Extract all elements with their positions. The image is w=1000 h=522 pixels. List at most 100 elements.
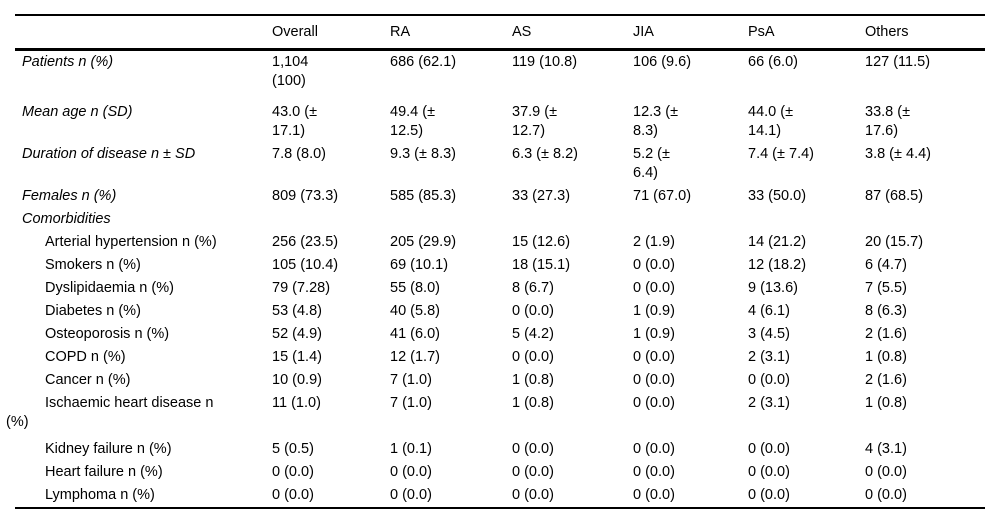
data-cell: 7 (1.0) bbox=[390, 372, 432, 388]
data-cell: 4 (6.1) bbox=[748, 303, 790, 319]
row-label: Heart failure n (%) bbox=[45, 464, 163, 480]
column-header-others: Others bbox=[865, 24, 909, 40]
data-cell: 686 (62.1) bbox=[390, 54, 457, 70]
data-cell: 53 (4.8) bbox=[272, 303, 322, 319]
row-label: Dyslipidaemia n (%) bbox=[45, 280, 174, 296]
data-cell: 205 (29.9) bbox=[390, 234, 457, 250]
column-header-overall: Overall bbox=[272, 24, 318, 40]
column-header-jia: JIA bbox=[633, 24, 654, 40]
table-row: Arterial hypertension n (%) 256 (23.5) 2… bbox=[15, 231, 985, 254]
data-cell: 119 (10.8) bbox=[512, 54, 578, 70]
data-cell: 0 (0.0) bbox=[633, 487, 675, 503]
row-label: Diabetes n (%) bbox=[45, 303, 141, 319]
row-label: Ischaemic heart disease n (%) bbox=[6, 395, 214, 430]
table-row: Diabetes n (%) 53 (4.8) 40 (5.8) 0 (0.0)… bbox=[15, 300, 985, 323]
table-row: Duration of disease n ± SD 7.8 (8.0) 9.3… bbox=[15, 143, 985, 185]
data-cell: 0 (0.0) bbox=[390, 487, 432, 503]
data-cell: 9.3 (± 8.3) bbox=[390, 146, 456, 162]
data-cell: 20 (15.7) bbox=[865, 234, 924, 250]
data-cell: 7 (1.0) bbox=[390, 395, 432, 411]
table-row: Females n (%) 809 (73.3) 585 (85.3) 33 (… bbox=[15, 185, 985, 208]
data-cell: 2 (1.9) bbox=[633, 234, 675, 250]
row-label: Cancer n (%) bbox=[45, 372, 131, 388]
data-cell: 0 (0.0) bbox=[272, 464, 314, 480]
data-cell: 1,104 (100) bbox=[272, 54, 309, 89]
data-cell: 15 (1.4) bbox=[272, 349, 322, 365]
data-cell: 52 (4.9) bbox=[272, 326, 322, 342]
data-cell: 10 (0.9) bbox=[272, 372, 322, 388]
data-cell: 0 (0.0) bbox=[512, 464, 554, 480]
data-cell: 0 (0.0) bbox=[390, 464, 432, 480]
row-label: Females n (%) bbox=[22, 188, 117, 204]
data-cell: 0 (0.0) bbox=[748, 441, 790, 457]
data-cell: 44.0 (± 14.1) bbox=[748, 104, 794, 139]
data-cell: 0 (0.0) bbox=[748, 464, 790, 480]
data-cell: 6 (4.7) bbox=[865, 257, 907, 273]
row-label: Kidney failure n (%) bbox=[45, 441, 172, 457]
data-cell: 18 (15.1) bbox=[512, 257, 571, 273]
data-cell: 0 (0.0) bbox=[633, 257, 675, 273]
data-cell: 0 (0.0) bbox=[865, 464, 907, 480]
row-label: Comorbidities bbox=[22, 211, 111, 227]
table-row: Dyslipidaemia n (%) 79 (7.28) 55 (8.0) 8… bbox=[15, 277, 985, 300]
data-cell: 7.8 (8.0) bbox=[272, 146, 326, 162]
data-cell: 8 (6.7) bbox=[512, 280, 554, 296]
data-cell: 2 (1.6) bbox=[865, 372, 907, 388]
data-cell: 1 (0.1) bbox=[390, 441, 432, 457]
data-cell: 79 (7.28) bbox=[272, 280, 331, 296]
data-cell: 9 (13.6) bbox=[748, 280, 798, 296]
data-cell: 2 (1.6) bbox=[865, 326, 907, 342]
data-cell: 15 (12.6) bbox=[512, 234, 571, 250]
data-cell: 0 (0.0) bbox=[633, 280, 675, 296]
data-cell: 4 (3.1) bbox=[865, 441, 907, 457]
column-header-psa: PsA bbox=[748, 24, 775, 40]
data-cell: 8 (6.3) bbox=[865, 303, 907, 319]
table-body: Patients n (%) 1,104 (100) 686 (62.1) 11… bbox=[6, 51, 985, 509]
row-label: Patients n (%) bbox=[22, 54, 114, 70]
table-row: Heart failure n (%) 0 (0.0) 0 (0.0) 0 (0… bbox=[15, 461, 985, 484]
data-cell: 2 (3.1) bbox=[748, 395, 790, 411]
data-cell: 41 (6.0) bbox=[390, 326, 440, 342]
row-label: COPD n (%) bbox=[45, 349, 126, 365]
row-label: Lymphoma n (%) bbox=[45, 487, 155, 503]
table-row: Cancer n (%) 10 (0.9) 7 (1.0) 1 (0.8) 0 … bbox=[15, 369, 985, 392]
table-row: Mean age n (SD) 43.0 (± 17.1) 49.4 (± 12… bbox=[15, 101, 985, 143]
data-cell: 1 (0.8) bbox=[512, 372, 554, 388]
data-cell: 0 (0.0) bbox=[748, 372, 790, 388]
data-cell: 1 (0.9) bbox=[633, 326, 675, 342]
table-row: COPD n (%) 15 (1.4) 12 (1.7) 0 (0.0) 0 (… bbox=[15, 346, 985, 369]
data-cell: 127 (11.5) bbox=[865, 54, 931, 70]
data-cell: 3.8 (± 4.4) bbox=[865, 146, 931, 162]
table-row: Comorbidities bbox=[15, 208, 985, 231]
data-cell: 5 (0.5) bbox=[272, 441, 314, 457]
data-cell: 87 (68.5) bbox=[865, 188, 924, 204]
column-header-as: AS bbox=[512, 24, 532, 40]
table-header-row: Overall RA AS JIA PsA Others bbox=[15, 16, 985, 51]
data-cell: 69 (10.1) bbox=[390, 257, 449, 273]
data-cell: 33 (50.0) bbox=[748, 188, 807, 204]
data-cell: 1 (0.8) bbox=[865, 395, 907, 411]
row-label: Duration of disease n ± SD bbox=[22, 146, 196, 162]
patient-characteristics-table: Overall RA AS JIA PsA Others Patients n … bbox=[6, 14, 985, 509]
data-cell: 256 (23.5) bbox=[272, 234, 339, 250]
data-cell: 3 (4.5) bbox=[748, 326, 790, 342]
data-cell: 0 (0.0) bbox=[633, 464, 675, 480]
data-cell: 0 (0.0) bbox=[512, 303, 554, 319]
row-label: Arterial hypertension n (%) bbox=[45, 234, 217, 250]
data-cell: 55 (8.0) bbox=[390, 280, 440, 296]
data-cell: 37.9 (± 12.7) bbox=[512, 104, 558, 139]
table-row: Patients n (%) 1,104 (100) 686 (62.1) 11… bbox=[15, 51, 985, 101]
data-cell: 33 (27.3) bbox=[512, 188, 571, 204]
data-cell: 809 (73.3) bbox=[272, 188, 339, 204]
table-row: Lymphoma n (%) 0 (0.0) 0 (0.0) 0 (0.0) 0… bbox=[15, 484, 985, 507]
data-cell: 0 (0.0) bbox=[633, 349, 675, 365]
data-cell: 585 (85.3) bbox=[390, 188, 457, 204]
data-cell: 5.2 (± 6.4) bbox=[633, 146, 670, 181]
row-label: Mean age n (SD) bbox=[22, 104, 133, 120]
data-cell: 12 (1.7) bbox=[390, 349, 440, 365]
table-row: Ischaemic heart disease n (%) 11 (1.0) 7… bbox=[6, 392, 985, 438]
data-cell: 0 (0.0) bbox=[633, 441, 675, 457]
data-cell: 33.8 (± 17.6) bbox=[865, 104, 911, 139]
data-cell: 49.4 (± 12.5) bbox=[390, 104, 436, 139]
data-cell: 66 (6.0) bbox=[748, 54, 798, 70]
